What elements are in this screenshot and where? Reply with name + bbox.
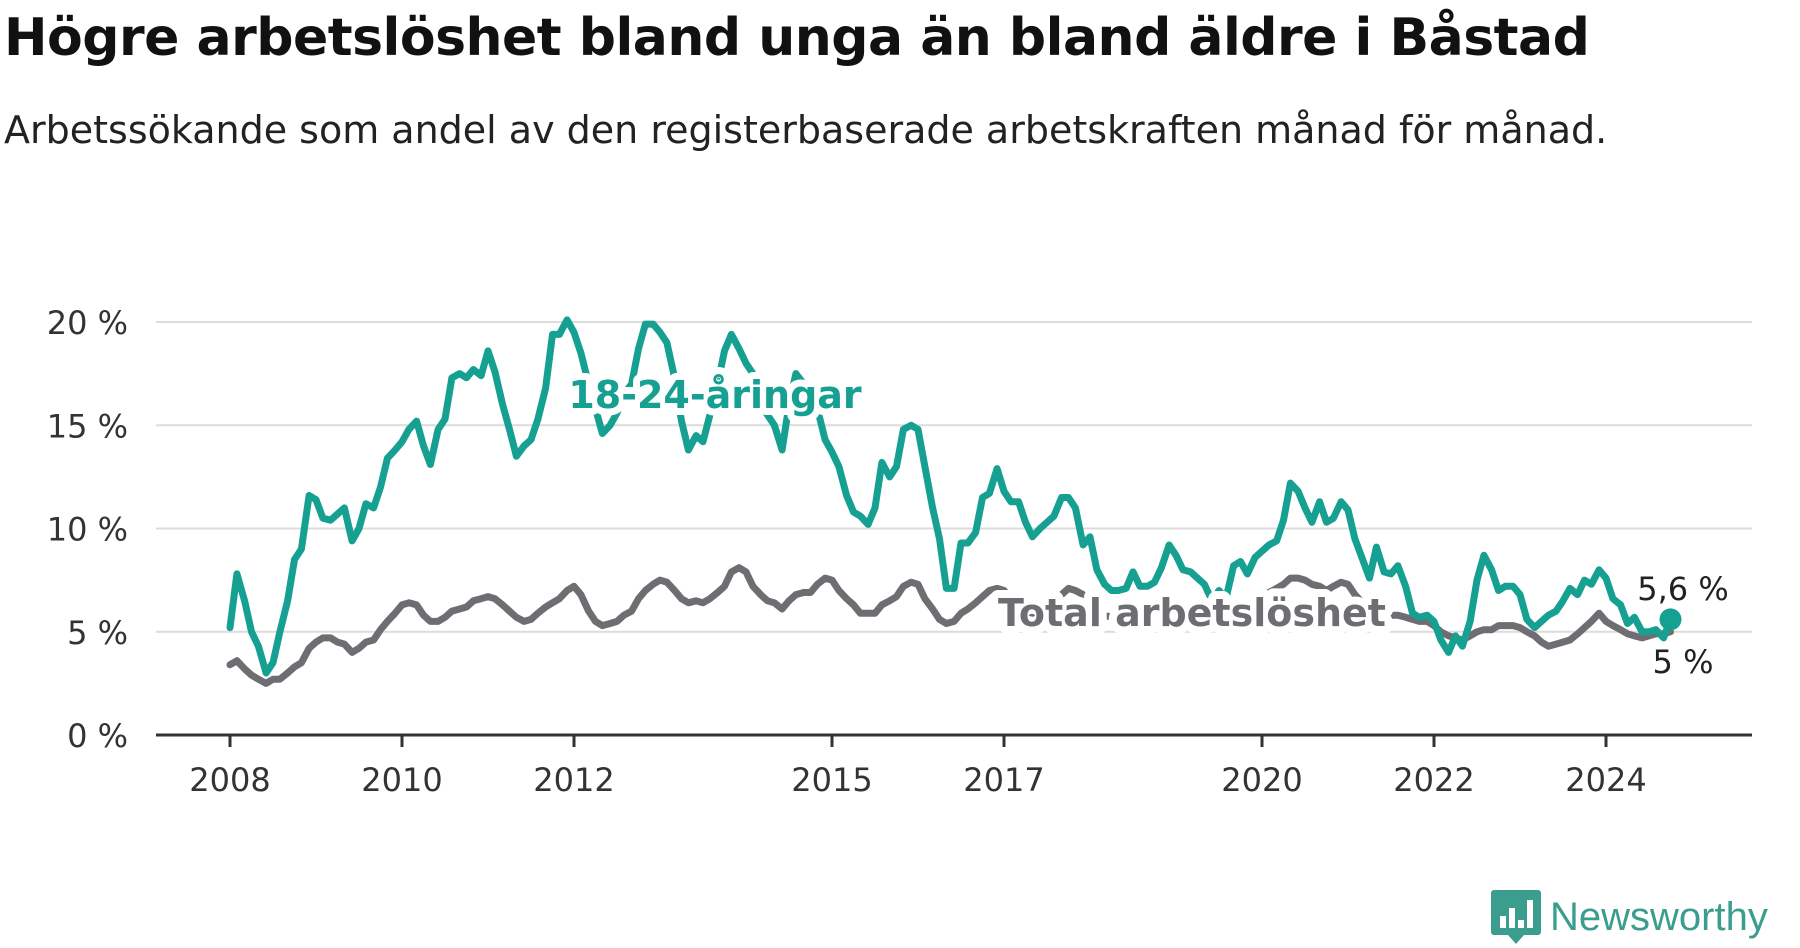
chart-title: Högre arbetslöshet bland unga än bland ä… [4,8,1590,68]
brand-name: Newsworthy [1550,894,1768,939]
series-lines [226,316,1682,687]
newsworthy-logo: Newsworthy [1490,888,1768,946]
end-value-total: 5 % [1653,643,1714,681]
end-value-young: 5,6 % [1637,570,1728,608]
x-tick-label: 2017 [963,761,1044,799]
y-tick-label: 15 % [47,407,128,445]
series-end-marker [1659,608,1682,631]
chart-subtitle: Arbetssökande som andel av den registerb… [4,108,1608,152]
y-tick-label: 0 % [67,717,128,755]
series-line-young [226,316,1674,677]
x-tick-label: 2022 [1393,761,1474,799]
newsworthy-logo-icon [1491,890,1541,944]
y-tick-label: 10 % [47,511,128,549]
x-axis: 2008 2010 2012 2015 2017 2020 2022 2024 [156,733,1752,799]
x-tick-label: 2020 [1221,761,1302,799]
x-tick-label: 2015 [791,761,872,799]
series-label-total: Total arbetslöshet [998,591,1386,635]
x-tick-label: 2010 [361,761,442,799]
y-tick-label: 5 % [67,614,128,652]
x-tick-label: 2024 [1565,761,1646,799]
x-tick-label: 2008 [189,761,270,799]
x-tick-label: 2012 [533,761,614,799]
series-labels: 18-24-åringar Total arbetslöshet 5,6 % 5 % [561,366,1732,685]
series-line-total [226,564,1674,687]
series-label-young: 18-24-åringar [568,373,862,417]
y-axis-ticks: 0 % 5 % 10 % 15 % 20 % [47,304,128,755]
y-tick-label: 20 % [47,304,128,342]
